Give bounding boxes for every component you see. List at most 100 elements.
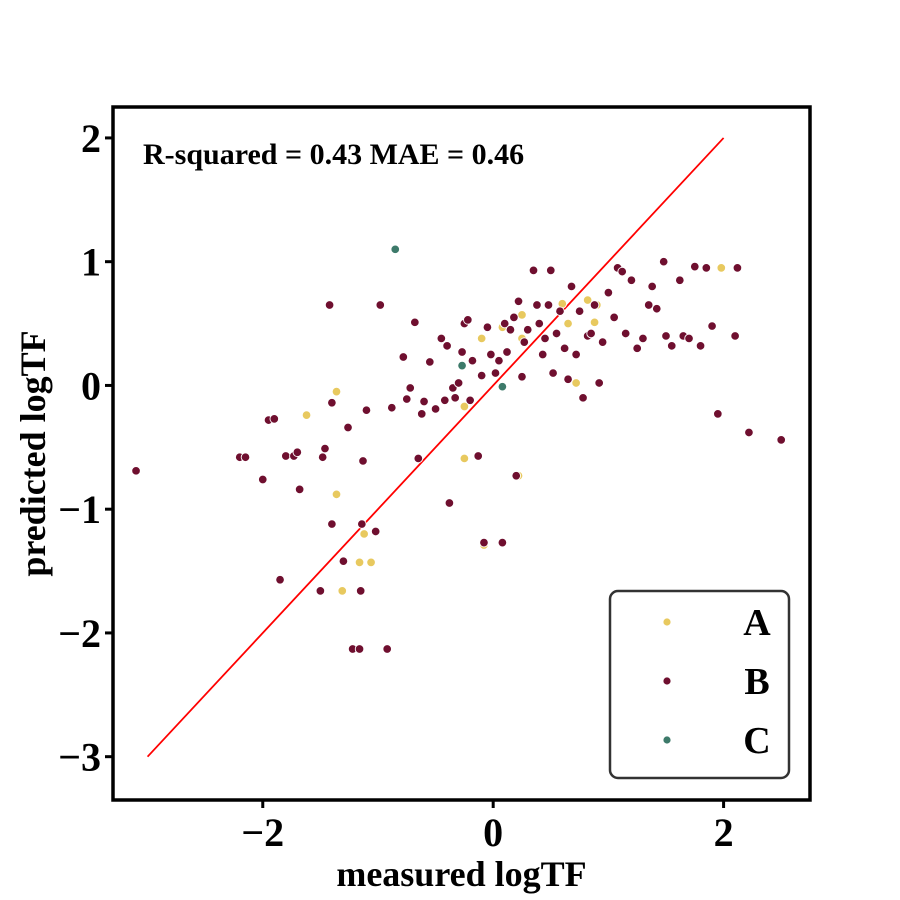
data-point-b — [638, 333, 648, 344]
data-point-b — [413, 453, 424, 464]
data-point-b — [281, 451, 291, 461]
data-point-b — [603, 287, 614, 298]
data-point-b — [357, 519, 367, 529]
data-point-a — [563, 318, 573, 329]
legend-label-c: C — [743, 720, 770, 762]
data-point-b — [494, 355, 504, 366]
data-point-b — [467, 355, 478, 366]
data-point-b — [440, 395, 450, 406]
legend-marker-c — [662, 735, 672, 745]
data-point-b — [609, 312, 619, 323]
data-point-b — [578, 393, 588, 403]
data-point-b — [419, 396, 429, 407]
y-tick-label: −3 — [58, 735, 101, 780]
data-point-b — [732, 263, 743, 273]
data-point-b — [361, 405, 372, 415]
data-point-b — [465, 395, 475, 406]
data-point-a — [337, 586, 348, 596]
data-point-a — [589, 317, 600, 328]
data-point-a — [571, 378, 581, 388]
data-point-b — [528, 265, 539, 276]
data-point-b — [505, 325, 516, 335]
data-point-b — [652, 303, 662, 314]
data-point-b — [695, 341, 706, 351]
axes: −2 0 2 −3 −2 −1 0 1 2 — [58, 105, 812, 855]
data-point-b — [479, 537, 489, 548]
data-point-b — [294, 484, 305, 495]
data-point-b — [551, 328, 562, 339]
data-point-b — [707, 321, 717, 331]
data-point-b — [402, 394, 412, 404]
data-point-b — [292, 447, 303, 458]
y-tick-label: 1 — [81, 240, 101, 285]
x-tick-label: 2 — [714, 810, 734, 855]
data-point-b — [387, 402, 397, 413]
data-point-b — [559, 343, 570, 354]
data-point-c — [390, 244, 401, 255]
data-point-b — [354, 644, 365, 654]
data-point-b — [522, 325, 533, 335]
plot-frame — [111, 105, 812, 802]
data-point-b — [594, 378, 604, 388]
legend-box — [608, 589, 791, 780]
data-point-b — [690, 261, 700, 272]
data-point-a — [366, 557, 376, 568]
data-point-b — [444, 498, 455, 508]
data-point-a — [301, 410, 312, 420]
data-point-b — [269, 414, 280, 424]
data-point-b — [476, 370, 487, 381]
data-point-b — [643, 300, 654, 310]
data-point-a — [716, 263, 727, 273]
data-point-b — [509, 312, 519, 323]
data-point-b — [442, 341, 452, 351]
data-point-b — [370, 526, 381, 537]
y-tick-label: 2 — [81, 116, 101, 161]
data-point-b — [548, 368, 558, 378]
data-point-b — [517, 372, 527, 382]
data-point-b — [482, 322, 493, 333]
data-point-b — [744, 427, 754, 438]
data-point-b — [410, 317, 420, 328]
data-point-b — [661, 331, 671, 341]
data-point-b — [537, 349, 548, 360]
data-point-b — [586, 328, 596, 339]
data-point-b — [343, 422, 353, 433]
data-point-b — [131, 466, 141, 476]
y-tick-label: −1 — [58, 487, 101, 532]
metrics-annotation: R-squared = 0.43 MAE = 0.46 — [143, 138, 524, 171]
data-point-b — [499, 318, 510, 329]
data-point-b — [589, 300, 600, 310]
data-point-b — [555, 306, 565, 316]
data-point-b — [473, 451, 483, 461]
data-point-a — [331, 489, 342, 500]
data-point-b — [490, 368, 501, 378]
data-point-b — [597, 337, 608, 347]
data-point-b — [457, 347, 467, 357]
data-point-b — [540, 333, 550, 344]
data-point-b — [355, 586, 366, 596]
legend-label-a: A — [743, 602, 771, 644]
data-point-b — [405, 383, 415, 393]
data-point-b — [324, 300, 335, 310]
data-point-b — [425, 357, 435, 367]
data-point-b — [620, 328, 631, 339]
data-point-a — [517, 310, 527, 320]
data-point-b — [684, 333, 694, 344]
data-point-a — [459, 453, 470, 464]
data-point-b — [358, 456, 368, 466]
data-point-b — [626, 275, 637, 286]
data-point-b — [275, 574, 285, 585]
data-point-c — [497, 381, 508, 392]
data-point-b — [502, 347, 512, 357]
legend: ABC — [608, 589, 791, 780]
plot-marks — [131, 137, 786, 758]
data-point-a — [476, 333, 487, 344]
data-point-b — [566, 281, 577, 292]
data-point-b — [534, 318, 545, 329]
data-point-b — [675, 275, 685, 286]
data-point-b — [382, 644, 392, 654]
data-point-b — [463, 315, 473, 325]
data-point-b — [713, 409, 723, 419]
data-point-b — [317, 452, 328, 462]
legend-marker-a — [662, 617, 672, 627]
